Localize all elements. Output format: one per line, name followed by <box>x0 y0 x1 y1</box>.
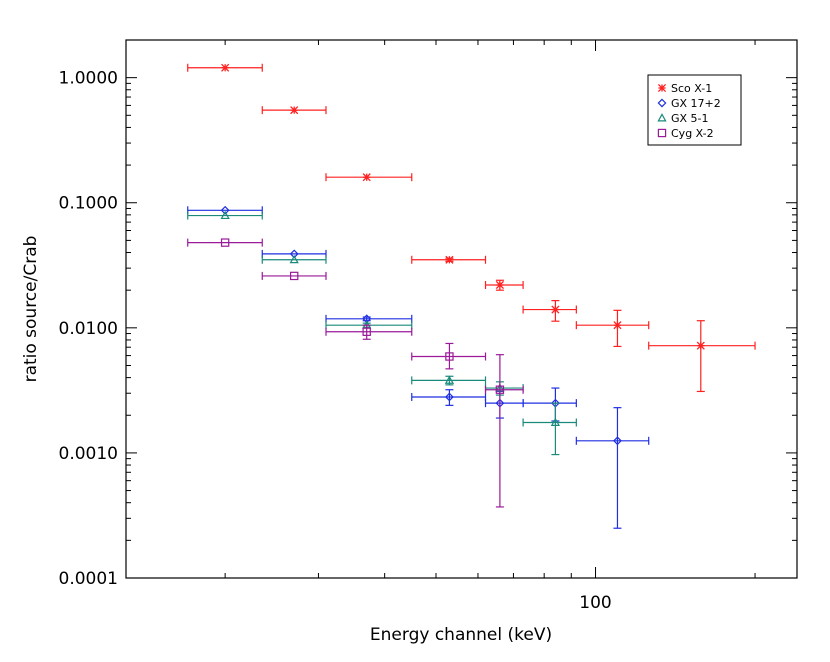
data-marker <box>613 321 622 330</box>
data-marker <box>445 352 454 361</box>
data-marker <box>444 392 454 402</box>
data-point <box>575 407 650 529</box>
data-point <box>187 63 263 72</box>
legend-label: Sco X-1 <box>671 82 712 95</box>
legend: Sco X-1 GX 17+2 GX 5-1 Cyg X-2 <box>647 74 742 146</box>
marker-stroke <box>362 173 371 182</box>
data-marker <box>444 375 455 384</box>
legend-box <box>647 74 742 146</box>
data-series <box>187 63 756 529</box>
legend-label: Cyg X-2 <box>671 127 714 140</box>
marker-stroke <box>551 305 560 314</box>
x-tick-label: 100 <box>579 593 611 613</box>
y-tick-label: 0.0010 <box>59 444 118 464</box>
data-marker <box>290 271 299 281</box>
data-point <box>261 106 327 115</box>
y-tick-labels: 1.0000 0.1000 0.0100 0.0010 0.0001 <box>59 69 118 589</box>
x-axis-label: Energy channel (keV) <box>370 625 552 645</box>
legend-label: GX 17+2 <box>671 97 721 110</box>
data-marker <box>290 106 299 115</box>
plot-frame <box>125 39 798 579</box>
data-point <box>325 314 413 324</box>
data-marker <box>445 255 454 264</box>
data-marker <box>551 305 560 314</box>
data-marker <box>220 238 230 247</box>
legend-marker <box>657 83 667 93</box>
data-marker <box>362 173 371 182</box>
marker-stroke <box>495 280 504 290</box>
marker-stroke <box>445 255 454 264</box>
data-marker <box>220 210 230 220</box>
data-marker <box>289 254 299 264</box>
y-tick-label: 0.1000 <box>59 194 118 214</box>
series-gx-17-2 <box>187 205 650 529</box>
data-marker <box>362 327 371 336</box>
marker-stroke <box>657 83 667 93</box>
data-point <box>484 381 524 396</box>
marker-stroke <box>696 341 705 350</box>
data-point <box>411 375 487 386</box>
data-marker <box>613 436 622 446</box>
legend-marker <box>657 128 667 138</box>
data-marker <box>220 205 230 215</box>
data-marker <box>289 249 299 259</box>
data-point <box>411 342 487 370</box>
y-tick-label: 0.0100 <box>59 319 118 339</box>
series-cyg-x-2 <box>187 238 524 508</box>
data-point <box>484 354 524 508</box>
series-sco-x-1 <box>187 63 756 393</box>
x-tick-labels: 100 <box>579 593 611 613</box>
data-point <box>411 389 487 406</box>
data-point <box>411 255 487 264</box>
marker-stroke <box>290 106 299 115</box>
data-marker <box>495 280 504 290</box>
data-point <box>522 402 577 456</box>
y-tick-label: 1.0000 <box>59 69 118 89</box>
data-marker <box>696 341 705 350</box>
data-point <box>648 320 756 393</box>
data-marker <box>221 63 230 72</box>
marker-stroke <box>613 321 622 330</box>
marker-stroke <box>221 63 230 72</box>
data-point <box>484 279 524 291</box>
data-point <box>187 210 263 220</box>
axis-ticks <box>126 39 797 579</box>
data-point <box>261 254 327 264</box>
legend-marker <box>657 113 667 122</box>
data-point <box>522 300 577 322</box>
data-point <box>187 238 263 247</box>
data-marker <box>495 385 505 394</box>
legend-label: GX 5-1 <box>671 112 709 125</box>
data-point <box>261 271 327 281</box>
data-point <box>325 324 413 340</box>
data-point <box>522 387 577 422</box>
data-point <box>575 309 650 348</box>
data-point <box>484 390 524 419</box>
legend-marker <box>657 98 667 108</box>
data-marker <box>550 417 561 426</box>
data-point <box>325 173 413 182</box>
y-axis-label: ratio source/Crab <box>21 236 41 383</box>
series-gx-5-1 <box>187 210 577 456</box>
y-tick-label: 0.0001 <box>59 569 118 589</box>
